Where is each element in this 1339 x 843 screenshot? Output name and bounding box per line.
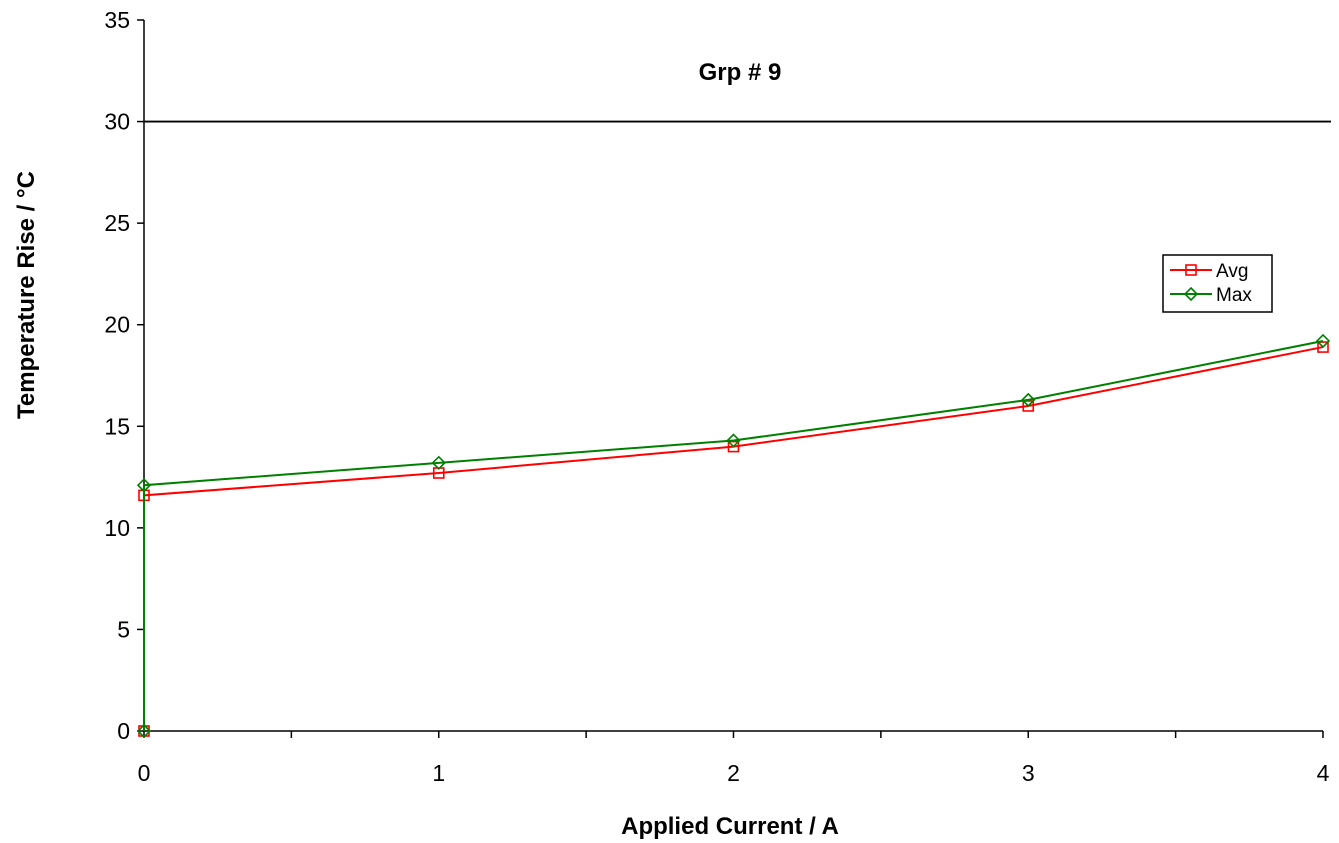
y-tick-label: 20 [104, 312, 130, 338]
series-avg-line [143, 346, 1324, 731]
legend: Avg Max [1162, 254, 1273, 313]
series-avg [138, 341, 1329, 737]
chart-title: Grp # 9 [699, 59, 782, 86]
x-tick-label: 1 [432, 760, 445, 786]
series-avg-point [1317, 341, 1329, 353]
series-max-point [1315, 333, 1331, 349]
y-axis-title: Temperature Rise / °C [13, 171, 40, 419]
series-avg-point [1022, 400, 1035, 412]
x-tick-label: 2 [727, 760, 740, 786]
x-tick-label: 4 [1317, 760, 1330, 786]
x-axis-title: Applied Current / A [621, 813, 839, 840]
series-max-point [1021, 392, 1036, 408]
legend-box [1162, 254, 1273, 313]
legend-avg-marker [1185, 264, 1197, 276]
series-max-point [136, 478, 152, 493]
series-group [136, 333, 1331, 739]
legend-avg-label: Avg [1216, 261, 1248, 282]
y-tick-label: 25 [104, 210, 130, 236]
x-tick-label: 0 [138, 760, 151, 786]
axes-group: 0 5 10 15 20 25 30 35 0 1 2 3 4 [104, 7, 1329, 786]
y-tick-label: 30 [104, 109, 130, 135]
series-max [136, 333, 1331, 739]
y-tick-label: 35 [104, 7, 130, 33]
legend-max-marker [1183, 286, 1199, 302]
y-tick-label: 10 [104, 515, 130, 541]
y-tick-label: 0 [117, 718, 130, 744]
series-max-point [431, 455, 446, 470]
x-tick-label: 3 [1022, 760, 1035, 786]
y-tick-label: 5 [117, 616, 130, 642]
legend-max-label: Max [1216, 285, 1252, 306]
y-tick-label: 15 [104, 413, 130, 439]
series-max-point [136, 723, 152, 739]
series-avg-point [727, 440, 740, 453]
series-max-line [143, 339, 1324, 731]
series-max-point [726, 433, 741, 448]
